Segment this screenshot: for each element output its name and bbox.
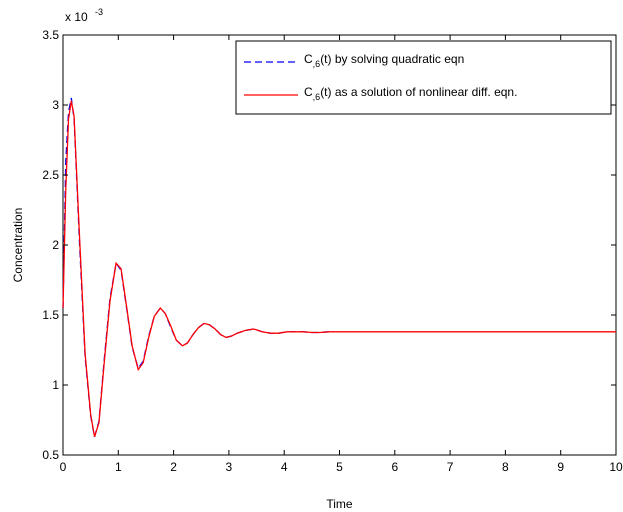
x-tick-label: 9 <box>557 460 564 474</box>
x-tick-label: 10 <box>609 460 623 474</box>
x-tick-label: 3 <box>226 460 233 474</box>
y-axis-label: Concentration <box>11 208 25 283</box>
x-tick-label: 2 <box>170 460 177 474</box>
y-tick-label: 1.5 <box>42 308 59 322</box>
x-tick-label: 0 <box>60 460 67 474</box>
x-tick-label: 8 <box>502 460 509 474</box>
y-tick-label: 2.5 <box>42 168 59 182</box>
y-multiplier-exponent: -3 <box>95 7 103 17</box>
y-tick-label: 1 <box>52 378 59 392</box>
x-tick-label: 1 <box>115 460 122 474</box>
x-tick-label: 5 <box>336 460 343 474</box>
x-tick-label: 6 <box>391 460 398 474</box>
x-axis-label: Time <box>326 497 353 511</box>
x-tick-label: 4 <box>281 460 288 474</box>
y-tick-label: 3.5 <box>42 28 59 42</box>
y-tick-label: 3 <box>52 98 59 112</box>
y-tick-label: 2 <box>52 238 59 252</box>
y-tick-label: 0.5 <box>42 448 59 462</box>
y-multiplier-base: x 10 <box>65 10 88 24</box>
x-tick-label: 7 <box>447 460 454 474</box>
legend: C,6(t) by solving quadratic eqn C,6(t) a… <box>236 41 611 114</box>
